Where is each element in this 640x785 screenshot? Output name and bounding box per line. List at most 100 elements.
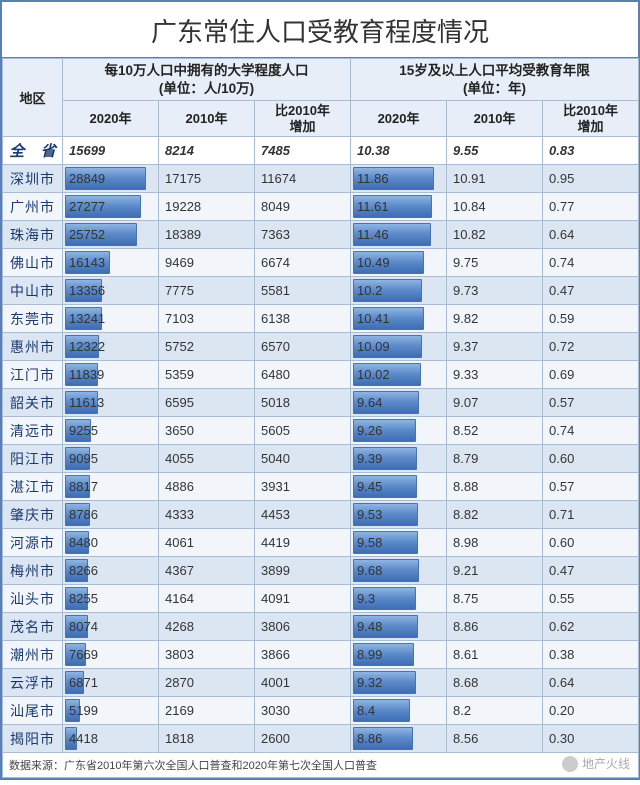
sub-header-5: 比2010年 增加	[543, 101, 639, 137]
table-row: 佛山市161439469667410.499.750.74	[3, 249, 639, 277]
data-cell: 11.61	[351, 193, 447, 221]
data-cell: 3931	[255, 473, 351, 501]
data-cell: 4061	[159, 529, 255, 557]
data-cell: 5199	[63, 697, 159, 725]
data-cell: 3899	[255, 557, 351, 585]
data-cell: 7485	[255, 137, 351, 165]
data-cell: 9.53	[351, 501, 447, 529]
data-cell: 5040	[255, 445, 351, 473]
sub-header-2: 比2010年 增加	[255, 101, 351, 137]
region-cell: 潮州市	[3, 641, 63, 669]
data-cell: 8786	[63, 501, 159, 529]
sub-header-4: 2010年	[447, 101, 543, 137]
data-cell: 0.30	[543, 725, 639, 753]
data-cell: 28849	[63, 165, 159, 193]
data-cell: 11839	[63, 361, 159, 389]
sub-header-3: 2020年	[351, 101, 447, 137]
data-cell: 8.99	[351, 641, 447, 669]
data-cell: 8.2	[447, 697, 543, 725]
data-cell: 11613	[63, 389, 159, 417]
data-cell: 8255	[63, 585, 159, 613]
data-cell: 0.20	[543, 697, 639, 725]
data-cell: 0.60	[543, 529, 639, 557]
data-cell: 8.61	[447, 641, 543, 669]
data-cell: 0.47	[543, 557, 639, 585]
data-cell: 9.3	[351, 585, 447, 613]
data-cell: 9.58	[351, 529, 447, 557]
data-cell: 0.47	[543, 277, 639, 305]
table-row: 汕头市8255416440919.38.750.55	[3, 585, 639, 613]
region-cell: 肇庆市	[3, 501, 63, 529]
data-cell: 8.4	[351, 697, 447, 725]
data-cell: 0.60	[543, 445, 639, 473]
data-cell: 3650	[159, 417, 255, 445]
data-cell: 0.72	[543, 333, 639, 361]
table-row: 茂名市8074426838069.488.860.62	[3, 613, 639, 641]
table-row: 湛江市8817488639319.458.880.57	[3, 473, 639, 501]
data-cell: 8.88	[447, 473, 543, 501]
region-cell: 梅州市	[3, 557, 63, 585]
data-cell: 9.32	[351, 669, 447, 697]
data-cell: 9.82	[447, 305, 543, 333]
table-row: 深圳市28849171751167411.8610.910.95	[3, 165, 639, 193]
data-cell: 4886	[159, 473, 255, 501]
data-cell: 3866	[255, 641, 351, 669]
region-cell: 汕尾市	[3, 697, 63, 725]
region-cell: 汕头市	[3, 585, 63, 613]
data-cell: 8.79	[447, 445, 543, 473]
data-cell: 0.57	[543, 389, 639, 417]
data-cell: 10.82	[447, 221, 543, 249]
data-cell: 8.98	[447, 529, 543, 557]
data-cell: 0.77	[543, 193, 639, 221]
data-cell: 9.33	[447, 361, 543, 389]
data-cell: 8.68	[447, 669, 543, 697]
data-cell: 9255	[63, 417, 159, 445]
region-cell: 江门市	[3, 361, 63, 389]
data-cell: 8214	[159, 137, 255, 165]
data-cell: 0.69	[543, 361, 639, 389]
data-cell: 13356	[63, 277, 159, 305]
data-cell: 10.09	[351, 333, 447, 361]
sub-header-0: 2020年	[63, 101, 159, 137]
data-cell: 9.73	[447, 277, 543, 305]
data-cell: 6595	[159, 389, 255, 417]
region-cell: 云浮市	[3, 669, 63, 697]
province-row: 全 省156998214748510.389.550.83	[3, 137, 639, 165]
data-cell: 8074	[63, 613, 159, 641]
table-row: 广州市2727719228804911.6110.840.77	[3, 193, 639, 221]
data-cell: 9.21	[447, 557, 543, 585]
table-row: 揭阳市4418181826008.868.560.30	[3, 725, 639, 753]
data-cell: 4419	[255, 529, 351, 557]
data-cell: 7775	[159, 277, 255, 305]
data-cell: 9.45	[351, 473, 447, 501]
data-cell: 4001	[255, 669, 351, 697]
region-cell: 广州市	[3, 193, 63, 221]
data-cell: 5581	[255, 277, 351, 305]
data-cell: 10.41	[351, 305, 447, 333]
data-cell: 9.64	[351, 389, 447, 417]
table-row: 阳江市9095405550409.398.790.60	[3, 445, 639, 473]
data-cell: 9.37	[447, 333, 543, 361]
data-cell: 15699	[63, 137, 159, 165]
data-cell: 9.48	[351, 613, 447, 641]
data-cell: 3803	[159, 641, 255, 669]
data-cell: 0.83	[543, 137, 639, 165]
region-cell: 韶关市	[3, 389, 63, 417]
table-row: 河源市8480406144199.588.980.60	[3, 529, 639, 557]
data-cell: 0.95	[543, 165, 639, 193]
region-cell: 东莞市	[3, 305, 63, 333]
data-cell: 6480	[255, 361, 351, 389]
table-row: 江门市118395359648010.029.330.69	[3, 361, 639, 389]
data-cell: 3806	[255, 613, 351, 641]
watermark-icon	[562, 756, 578, 772]
data-cell: 9.55	[447, 137, 543, 165]
source-text: 数据来源：广东省2010年第六次全国人口普查和2020年第七次全国人口普查	[3, 753, 639, 778]
data-cell: 9.68	[351, 557, 447, 585]
data-cell: 8.86	[351, 725, 447, 753]
data-cell: 11.86	[351, 165, 447, 193]
data-cell: 8480	[63, 529, 159, 557]
table-row: 云浮市6871287040019.328.680.64	[3, 669, 639, 697]
data-cell: 9.07	[447, 389, 543, 417]
region-cell: 珠海市	[3, 221, 63, 249]
data-cell: 0.71	[543, 501, 639, 529]
